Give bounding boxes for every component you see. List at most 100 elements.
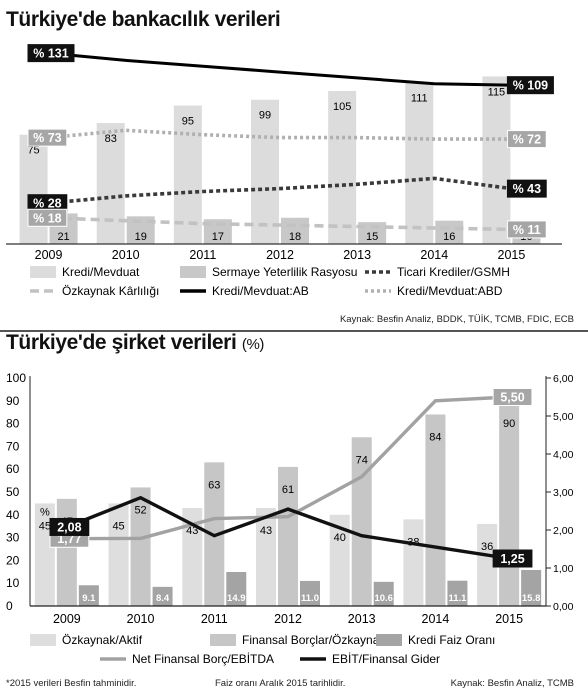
- bar-label-ozkaynak-aktif: 43: [260, 525, 272, 537]
- x-tick-label: 2015: [495, 612, 523, 626]
- x-tick-label: 2013: [348, 612, 376, 626]
- legend-kredi-mevduat-ab: Kredi/Mevduat:AB: [212, 284, 309, 298]
- left-tick-label: 70: [6, 439, 20, 453]
- footnote-estimate: *2015 verileri Besfin tahminidir.: [6, 678, 137, 689]
- right-tick-label: 4,00: [553, 449, 574, 461]
- x-tick-label: 2014: [420, 248, 448, 262]
- bar-kredi-faiz-orani: [447, 580, 468, 606]
- x-tick-label: 2009: [35, 248, 63, 262]
- bar-label-ozkaynak-aktif: 45: [39, 520, 51, 532]
- right-tick-label: 6,00: [553, 373, 574, 385]
- legend-kredi-mevduat-swatch: [30, 266, 56, 278]
- section-divider: [0, 330, 588, 332]
- bar-label-kredi-faiz-orani: 11.0: [301, 593, 319, 604]
- bar-ozkaynak-aktif: [403, 519, 424, 606]
- bar-label-kredi-mevduat: 99: [259, 110, 271, 122]
- bar-ozkaynak-aktif: [108, 503, 129, 606]
- x-tick-label: 2009: [53, 612, 81, 626]
- legend-ebi-t-finansal-gider: EBİT/Finansal Gider: [332, 652, 440, 666]
- end-label-net-finansal-borc-ebi-tda-box: [492, 388, 533, 406]
- start-label-ozkaynak-k-rliligi: % 18: [33, 211, 62, 225]
- bar-kredi-mevduat: [328, 91, 357, 244]
- company-chart-source: Kaynak: Besfin Analiz, TCMB: [450, 678, 574, 689]
- bar-label-finansal-borclar-ozkaynak: 61: [282, 484, 294, 496]
- left-tick-label: 10: [6, 576, 20, 590]
- bar-label-ozkaynak-aktif: 36: [481, 541, 493, 553]
- left-tick-label: 100: [6, 371, 26, 385]
- bar-kredi-faiz-orani: [78, 585, 99, 606]
- bar-label-kredi-mevduat: 111: [411, 92, 428, 104]
- left-tick-label: 40: [6, 508, 20, 522]
- bar-label-sermaye-yeterlilik-rasyosu: 21: [57, 231, 69, 243]
- bar-kredi-faiz-orani: [226, 572, 247, 606]
- company-chart-title-unit: (%): [241, 336, 265, 353]
- bar-label-kredi-mevduat: 105: [333, 101, 351, 113]
- bar-label-kredi-faiz-orani: 15.8: [522, 593, 541, 604]
- end-label-kredi-mevduat-ab-box: [506, 76, 554, 95]
- x-tick-label: 2013: [343, 248, 371, 262]
- bar-finansal-borclar-ozkaynak: [130, 487, 151, 606]
- company-chart-title-text: Türkiye'de şirket verileri: [6, 331, 237, 354]
- start-label-ebi-t-finansal-gider-box: [49, 517, 90, 536]
- start-label-kredi-mevduat-ab-box: [27, 44, 75, 63]
- bar-label-kredi-mevduat: 95: [182, 116, 194, 128]
- line-ebi-t-finansal-gider: [66, 495, 510, 561]
- banking-chart-title: Türkiye'de bankacılık verileri: [6, 8, 281, 31]
- bar-ozkaynak-aktif: [256, 507, 276, 606]
- bar-finansal-borclar-ozkaynak: [499, 400, 520, 606]
- bar-label-ozkaynak-aktif: 40: [334, 532, 346, 544]
- x-tick-label: 2014: [422, 612, 450, 626]
- left-tick-label: 50: [6, 485, 20, 499]
- end-label-ebi-t-finansal-gider-box: [492, 549, 533, 568]
- end-label-net-finansal-borc-ebi-tda: 5,50: [500, 391, 524, 405]
- start-label-ozkaynak-k-rliligi-box: [27, 208, 68, 227]
- end-label-kredi-mevduat-ab: % 109: [513, 79, 548, 93]
- end-label-kredi-mevduat-abd-box: [506, 130, 547, 149]
- bar-label-sermaye-yeterlilik-rasyosu: 18: [289, 231, 301, 243]
- legend-ozkaynak-aktif-swatch: [30, 634, 56, 646]
- x-tick-label: 2012: [266, 248, 294, 262]
- right-tick-label: 0,00: [553, 601, 574, 613]
- legend-sermaye-yeterlilik-rasyosu-swatch: [180, 266, 206, 278]
- line-ticari-krediler-gsmh: [48, 176, 512, 205]
- bar-finansal-borclar-ozkaynak: [278, 466, 298, 606]
- end-label-ticari-krediler-gsmh-box: [506, 179, 547, 198]
- x-tick-label: 2010: [127, 612, 155, 626]
- right-tick-label: 3,00: [553, 487, 574, 499]
- legend-kredi-faiz-orani: Kredi Faiz Oranı: [408, 633, 495, 647]
- legend-finansal-borclar-ozkaynak-swatch: [210, 634, 236, 646]
- bar-kredi-faiz-orani: [373, 581, 394, 606]
- bar-kredi-faiz-orani: [521, 569, 542, 606]
- bar-kredi-faiz-orani: [152, 586, 173, 606]
- end-label-ticari-krediler-gsmh: % 43: [513, 182, 542, 196]
- bar-label-kredi-faiz-orani: 11.1: [448, 593, 467, 604]
- start-label-kredi-mevduat-ab: % 131: [33, 47, 68, 61]
- bar-ozkaynak-aktif: [329, 514, 350, 606]
- bar-label-kredi-faiz-orani: 10.6: [374, 593, 393, 604]
- x-tick-label: 2011: [201, 612, 228, 626]
- end-label-kredi-mevduat-abd: % 72: [513, 133, 542, 147]
- legend-ticari-krediler-gsmh: Ticari Krediler/GSMH: [397, 265, 510, 279]
- company-chart-title: Türkiye'de şirket verileri (%): [6, 331, 264, 355]
- line-net-finansal-borc-ebi-tda: [66, 395, 510, 541]
- bar-label-finansal-borclar-ozkaynak: 52: [134, 504, 146, 516]
- legend-net-finansal-borc-ebi-tda: Net Finansal Borç/EBİTDA: [132, 652, 274, 666]
- line-kredi-mevduat-ab: [48, 51, 512, 87]
- bar-label-sermaye-yeterlilik-rasyosu: 15: [366, 231, 378, 243]
- bar-label-kredi-mevduat: 75: [27, 145, 39, 157]
- bar-kredi-mevduat: [482, 76, 511, 244]
- legend-sermaye-yeterlilik-rasyosu: Sermaye Yeterlilik Rasyosu: [212, 265, 357, 279]
- left-tick-label: 90: [6, 394, 20, 408]
- bar-kredi-faiz-orani: [300, 580, 320, 606]
- line-kredi-mevduat-abd: [48, 128, 512, 141]
- bar-label-sermaye-yeterlilik-rasyosu: 16: [443, 231, 455, 243]
- bar-ozkaynak-aktif: [182, 507, 203, 606]
- legend-kredi-mevduat-abd: Kredi/Mevduat:ABD: [397, 284, 503, 298]
- bar-label-kredi-faiz-orani: 9.1: [82, 593, 96, 604]
- end-label-ozkaynak-k-rliligi-box: [506, 220, 547, 239]
- bar-label-kredi-faiz-orani: 8.4: [156, 593, 170, 604]
- legend-ozkaynak-aktif: Özkaynak/Aktif: [62, 633, 143, 647]
- end-label-ozkaynak-k-rliligi: % 11: [513, 223, 541, 237]
- left-tick-label: 20: [6, 553, 20, 567]
- legend-finansal-borclar-ozkaynak: Finansal Borçlar/Özkaynak: [242, 633, 386, 647]
